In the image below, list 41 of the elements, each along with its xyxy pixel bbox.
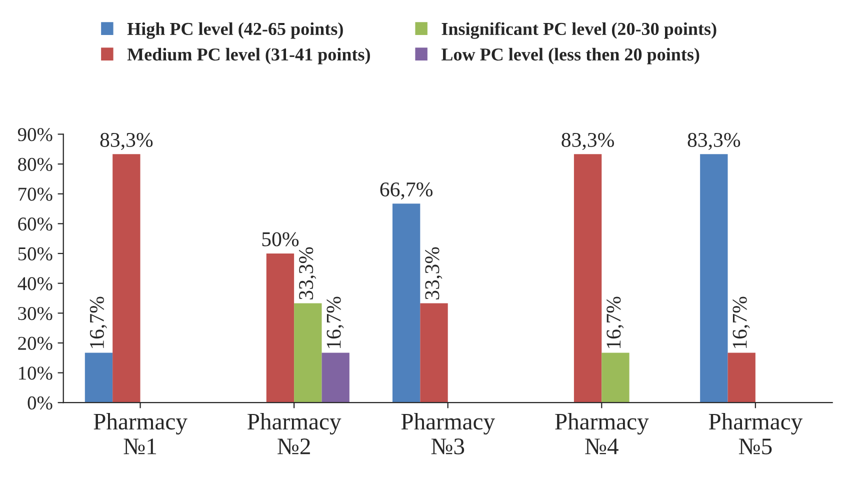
bar: [112, 154, 140, 403]
data-label: 16,7%: [732, 296, 750, 348]
y-tick-label: 40%: [18, 277, 52, 290]
bar: [574, 154, 602, 403]
data-label: 16,7%: [326, 296, 344, 348]
data-label: 33,3%: [425, 247, 442, 300]
legend-label: Insignificant PC level (20-30 points): [442, 22, 716, 39]
x-tick-label: Pharmacy №4: [555, 413, 649, 454]
bar: [322, 352, 350, 403]
y-tick-label: 70%: [18, 188, 52, 201]
y-tick-label: 20%: [18, 336, 52, 350]
bar: [392, 204, 420, 403]
bar: [700, 154, 728, 403]
x-tick-label: Pharmacy №1: [94, 413, 188, 454]
data-label: 33,3%: [299, 247, 316, 300]
x-tick-label: Pharmacy №5: [708, 413, 803, 454]
bar: [602, 352, 630, 403]
data-label: 50%: [262, 232, 299, 246]
data-label: 83,3%: [100, 132, 153, 150]
y-tick-label: 30%: [18, 306, 52, 320]
y-tick-label: 50%: [18, 247, 52, 260]
y-tick-label: 90%: [18, 128, 52, 142]
legend-label: Medium PC level (31-41 points): [127, 48, 370, 64]
x-tick-label: Pharmacy №2: [248, 413, 342, 454]
y-tick-label: 60%: [18, 217, 52, 231]
data-label: 16,7%: [606, 296, 624, 348]
y-tick-label: 80%: [18, 158, 52, 172]
bar: [294, 303, 322, 403]
bar: [84, 352, 113, 403]
bar: [266, 253, 294, 403]
bar: [420, 303, 448, 403]
data-label: 16,7%: [90, 296, 107, 348]
bar: [728, 352, 756, 403]
x-tick-label: Pharmacy №3: [401, 413, 495, 454]
data-label: 83,3%: [688, 132, 740, 150]
y-tick-label: 10%: [19, 366, 52, 380]
data-label: 66,7%: [380, 182, 433, 200]
legend-label: Low PC level (less then 20 points): [441, 48, 700, 64]
data-label: 83,3%: [562, 132, 614, 150]
legend-label: High PC level (42-65 points): [127, 22, 343, 39]
y-tick-label: 0%: [28, 396, 52, 410]
